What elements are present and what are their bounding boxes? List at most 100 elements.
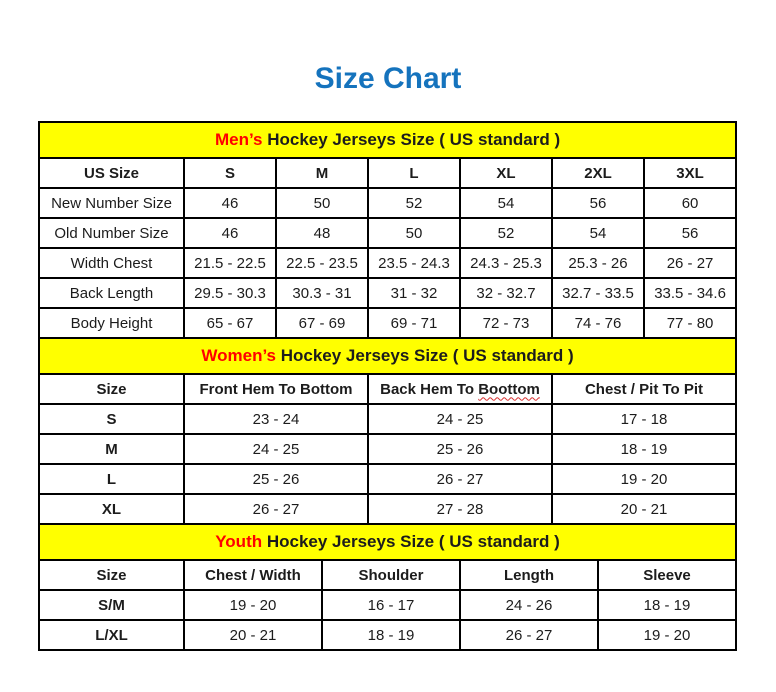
row-label: Old Number Size — [38, 217, 185, 249]
table-row: L/XL 20 - 21 18 - 19 26 - 27 19 - 20 — [38, 619, 737, 651]
mens-header-text: Hockey Jerseys Size ( US standard ) — [262, 130, 561, 149]
value-cell: 52 — [367, 187, 461, 219]
row-label: New Number Size — [38, 187, 185, 219]
row-label: Back Length — [38, 277, 185, 309]
value-cell: 21.5 - 22.5 — [183, 247, 277, 279]
womens-column-header-row: Size Front Hem To Bottom Back Hem To Boo… — [38, 373, 738, 405]
value-cell: 32.7 - 33.5 — [551, 277, 645, 309]
value-cell: 67 - 69 — [275, 307, 369, 339]
value-cell: 23.5 - 24.3 — [367, 247, 461, 279]
value-cell: 24 - 26 — [459, 589, 599, 621]
value-cell: 50 — [275, 187, 369, 219]
value-cell: 60 — [642, 187, 738, 219]
table-row: Old Number Size 46 48 50 52 54 56 — [38, 217, 738, 249]
value-cell: 24.3 - 25.3 — [459, 247, 553, 279]
column-header: Sleeve — [597, 559, 737, 591]
mens-size-table: Men’s Hockey Jerseys Size ( US standard … — [37, 121, 738, 339]
youth-section-header-row: Youth Hockey Jerseys Size ( US standard … — [38, 523, 737, 561]
table-row: S 23 - 24 24 - 25 17 - 18 — [38, 403, 738, 435]
youth-highlight-text: Youth — [215, 532, 263, 551]
table-row: Body Height 65 - 67 67 - 69 69 - 71 72 -… — [38, 307, 738, 339]
column-header: XL — [459, 157, 553, 189]
value-cell: 17 - 18 — [550, 403, 738, 435]
value-cell: 26 - 27 — [183, 493, 369, 525]
womens-section-header-row: Women’s Hockey Jerseys Size ( US standar… — [37, 337, 738, 375]
womens-header-text: Hockey Jerseys Size ( US standard ) — [276, 346, 574, 365]
value-cell: 31 - 32 — [367, 277, 461, 309]
value-cell: 46 — [183, 217, 277, 249]
value-cell: 29.5 - 30.3 — [183, 277, 277, 309]
mens-section-header: Men’s Hockey Jerseys Size ( US standard … — [37, 121, 738, 159]
mens-column-header-row: US Size S M L XL 2XL 3XL — [38, 157, 738, 189]
row-label: Width Chest — [38, 247, 185, 279]
column-header: 3XL — [642, 157, 738, 189]
value-cell: 18 - 19 — [321, 619, 461, 651]
row-label: M — [38, 433, 185, 465]
value-cell: 56 — [642, 217, 738, 249]
value-cell: 20 - 21 — [550, 493, 738, 525]
value-cell: 23 - 24 — [183, 403, 369, 435]
value-cell: 50 — [367, 217, 461, 249]
value-cell: 72 - 73 — [459, 307, 553, 339]
table-row: XL 26 - 27 27 - 28 20 - 21 — [38, 493, 738, 525]
column-header: US Size — [38, 157, 185, 189]
youth-header-text: Hockey Jerseys Size ( US standard ) — [262, 532, 560, 551]
value-cell: 26 - 27 — [459, 619, 599, 651]
youth-column-header-row: Size Chest / Width Shoulder Length Sleev… — [38, 559, 737, 591]
value-cell: 48 — [275, 217, 369, 249]
row-label: S/M — [38, 589, 185, 621]
value-cell: 27 - 28 — [367, 493, 553, 525]
column-header: Back Hem To Boottom — [367, 373, 553, 405]
row-label: S — [38, 403, 185, 435]
page-title: Size Chart — [314, 62, 462, 95]
row-label: L — [38, 463, 185, 495]
column-header: Size — [38, 559, 185, 591]
womens-size-table: Women’s Hockey Jerseys Size ( US standar… — [37, 337, 738, 525]
column-header-text: Back Hem To — [380, 380, 479, 398]
value-cell: 22.5 - 23.5 — [275, 247, 369, 279]
column-header: M — [275, 157, 369, 189]
column-header: Size — [38, 373, 185, 405]
value-cell: 16 - 17 — [321, 589, 461, 621]
value-cell: 77 - 80 — [642, 307, 738, 339]
value-cell: 18 - 19 — [597, 589, 737, 621]
table-row: M 24 - 25 25 - 26 18 - 19 — [38, 433, 738, 465]
column-header: L — [367, 157, 461, 189]
youth-size-table: Youth Hockey Jerseys Size ( US standard … — [38, 523, 737, 651]
table-row: S/M 19 - 20 16 - 17 24 - 26 18 - 19 — [38, 589, 737, 621]
value-cell: 54 — [459, 187, 553, 219]
column-header: Shoulder — [321, 559, 461, 591]
value-cell: 19 - 20 — [597, 619, 737, 651]
table-row: Back Length 29.5 - 30.3 30.3 - 31 31 - 3… — [38, 277, 738, 309]
column-header: Front Hem To Bottom — [183, 373, 369, 405]
column-header: Chest / Pit To Pit — [550, 373, 738, 405]
size-chart-tables: Men’s Hockey Jerseys Size ( US standard … — [37, 121, 738, 651]
row-label: L/XL — [38, 619, 185, 651]
value-cell: 19 - 20 — [550, 463, 738, 495]
row-label: XL — [38, 493, 185, 525]
column-header: S — [183, 157, 277, 189]
value-cell: 54 — [551, 217, 645, 249]
value-cell: 30.3 - 31 — [275, 277, 369, 309]
womens-highlight-text: Women’s — [201, 346, 276, 365]
value-cell: 74 - 76 — [551, 307, 645, 339]
value-cell: 25 - 26 — [367, 433, 553, 465]
column-header: Length — [459, 559, 599, 591]
value-cell: 24 - 25 — [183, 433, 369, 465]
mens-section-header-row: Men’s Hockey Jerseys Size ( US standard … — [37, 121, 738, 159]
value-cell: 69 - 71 — [367, 307, 461, 339]
womens-section-header: Women’s Hockey Jerseys Size ( US standar… — [37, 337, 738, 375]
table-row: Width Chest 21.5 - 22.5 22.5 - 23.5 23.5… — [38, 247, 738, 279]
misspelled-word: Boottom — [478, 380, 540, 398]
value-cell: 65 - 67 — [183, 307, 277, 339]
value-cell: 24 - 25 — [367, 403, 553, 435]
value-cell: 26 - 27 — [642, 247, 738, 279]
value-cell: 33.5 - 34.6 — [642, 277, 738, 309]
value-cell: 25 - 26 — [183, 463, 369, 495]
row-label: Body Height — [38, 307, 185, 339]
value-cell: 46 — [183, 187, 277, 219]
value-cell: 26 - 27 — [367, 463, 553, 495]
value-cell: 19 - 20 — [183, 589, 323, 621]
youth-section-header: Youth Hockey Jerseys Size ( US standard … — [38, 523, 737, 561]
